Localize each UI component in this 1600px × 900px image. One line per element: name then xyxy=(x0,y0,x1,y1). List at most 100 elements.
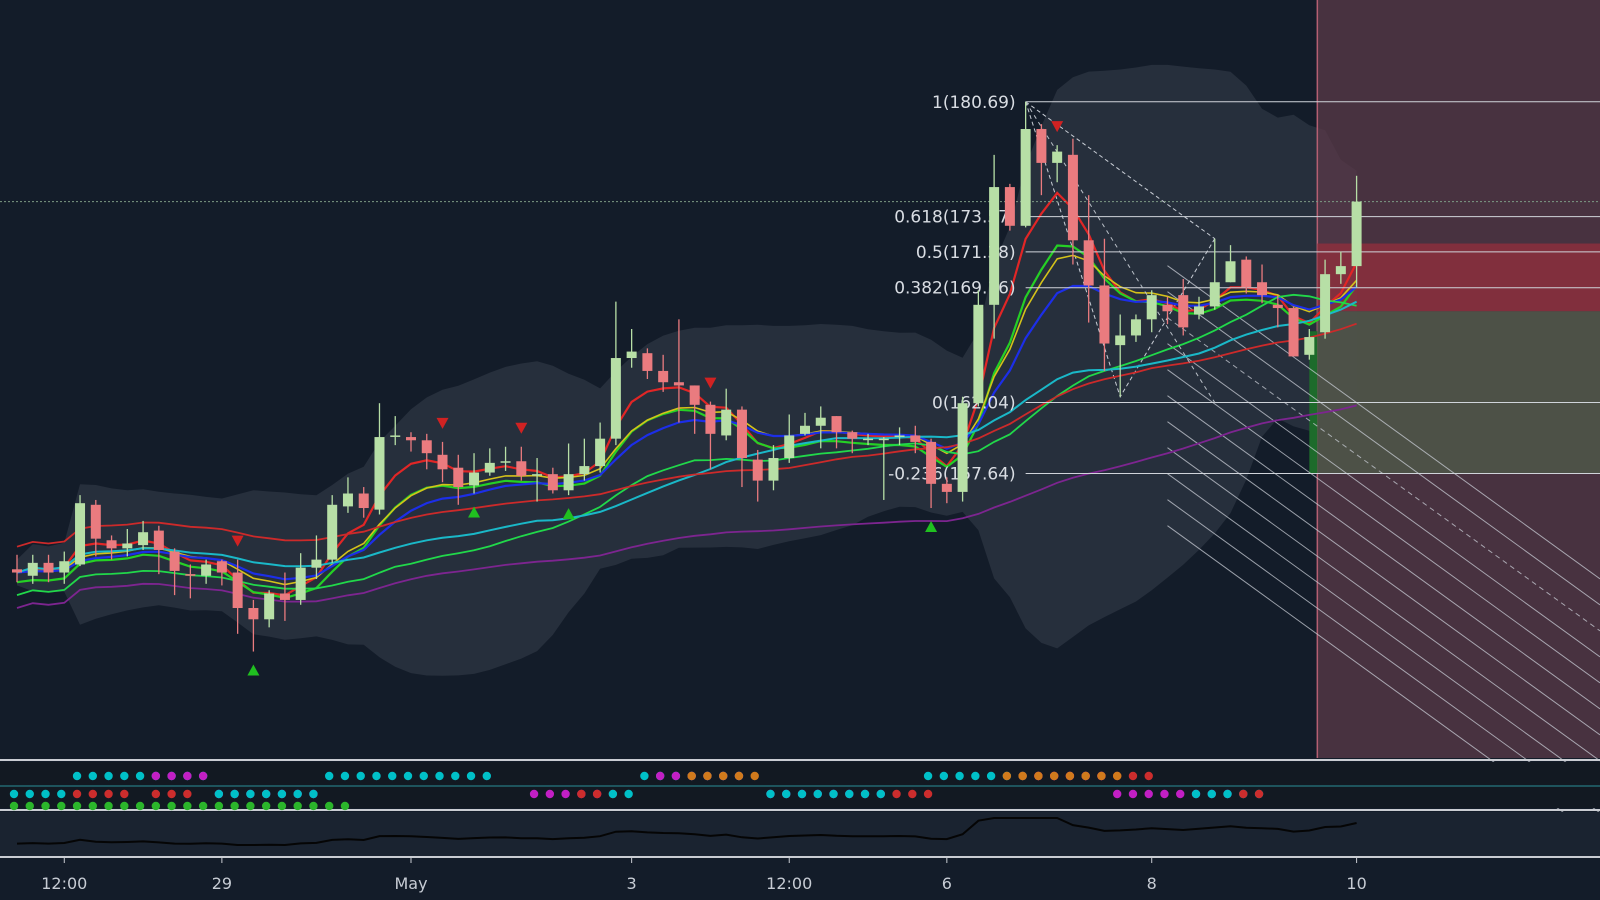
candle xyxy=(12,554,22,583)
candle xyxy=(500,446,511,471)
candle-body xyxy=(800,425,810,434)
candle-body xyxy=(736,409,747,459)
indicator-dot xyxy=(529,789,539,799)
indicator-dot xyxy=(1128,771,1138,781)
fib-level-label: 0(162.04) xyxy=(932,394,1016,414)
candle xyxy=(1257,264,1268,304)
candle-body xyxy=(752,459,763,481)
candle-body xyxy=(1067,154,1078,241)
candle-body xyxy=(1083,240,1094,286)
indicator-dot xyxy=(719,771,728,781)
dots-pane-background xyxy=(0,762,1600,808)
indicator-dot xyxy=(908,789,917,799)
candle-body xyxy=(863,438,874,441)
time-tick-label: 8 xyxy=(1147,874,1157,893)
indicator-dot xyxy=(624,789,633,799)
candle xyxy=(579,438,590,481)
pitchfork-line xyxy=(1167,395,1600,710)
indicator-dot xyxy=(687,771,696,781)
candle-body xyxy=(610,358,621,439)
candle xyxy=(563,443,574,496)
candle xyxy=(1320,259,1331,339)
candle xyxy=(878,437,889,500)
indicator-dot xyxy=(309,801,318,811)
candle-body xyxy=(106,540,117,549)
candle xyxy=(736,406,747,488)
candle-body xyxy=(1146,295,1157,320)
candle xyxy=(784,414,795,463)
time-tick-label: 10 xyxy=(1346,874,1366,893)
fibonacci-retracement[interactable]: 1(180.69) 0.618(173.57) 0.5(171.38) 0.382(1… xyxy=(0,93,1600,485)
candle xyxy=(1162,296,1173,325)
candle xyxy=(847,430,858,454)
candle-body xyxy=(721,409,732,436)
candle-body xyxy=(216,561,227,573)
candle-body xyxy=(1036,129,1047,163)
candle xyxy=(484,448,495,476)
candle-body xyxy=(1162,304,1173,312)
fib-level-label: 0.5(171.38) xyxy=(916,243,1016,263)
indicator-dot xyxy=(703,771,712,781)
indicator-dot xyxy=(592,789,602,799)
candle-body xyxy=(973,304,984,404)
candle xyxy=(75,495,86,567)
candle xyxy=(815,406,826,449)
candle xyxy=(311,535,322,579)
candle-body xyxy=(406,437,416,441)
candle-body xyxy=(1020,129,1031,226)
fib-level-label: 1(180.69) xyxy=(932,93,1016,113)
indicator-dot xyxy=(640,771,649,781)
candle xyxy=(342,477,353,513)
indicator-dot xyxy=(340,771,350,781)
candle xyxy=(279,572,290,621)
indicator-dot xyxy=(135,771,145,781)
indicator-dot xyxy=(167,771,176,781)
candle-body xyxy=(910,435,921,442)
indicator-dot xyxy=(309,789,318,799)
indicator-dot xyxy=(57,789,66,799)
indicator-dot xyxy=(482,771,491,781)
indicator-dot xyxy=(829,789,838,799)
indicator-panes xyxy=(0,759,1600,858)
indicator-dot xyxy=(923,771,933,781)
candle-body xyxy=(989,187,1000,305)
sell-signal-arrow xyxy=(704,377,717,389)
buy-signal-arrow xyxy=(925,521,938,533)
indicator-dot xyxy=(120,801,129,811)
indicator-dot xyxy=(845,789,854,799)
candle xyxy=(863,433,874,446)
candle xyxy=(437,441,448,483)
indicator-dot xyxy=(1223,789,1232,799)
indicator-dot xyxy=(230,801,239,811)
indicator-dot xyxy=(356,771,365,781)
indicator-dot xyxy=(151,789,161,799)
indicator-dot xyxy=(1034,771,1043,781)
candle xyxy=(1004,183,1015,231)
candle xyxy=(642,348,653,379)
indicator-dot xyxy=(1254,789,1264,799)
candle-body xyxy=(689,385,700,405)
indicator-dot xyxy=(293,801,302,811)
indicator-dot xyxy=(372,771,381,781)
candle-body xyxy=(1351,201,1362,267)
candle-body xyxy=(500,461,511,463)
candle-body xyxy=(12,569,22,573)
indicator-dot xyxy=(183,801,192,811)
candle xyxy=(374,403,385,515)
buy-signal-arrow xyxy=(468,506,481,518)
candle-body xyxy=(1335,266,1346,275)
candle-body xyxy=(532,474,543,476)
risk-reward-tool[interactable] xyxy=(1309,0,1600,758)
candle xyxy=(390,416,401,446)
candle xyxy=(216,559,227,586)
candle-body xyxy=(941,483,952,492)
candle-body xyxy=(1304,337,1315,355)
candle xyxy=(469,453,480,494)
candle xyxy=(59,551,70,584)
indicator-dot xyxy=(545,789,555,799)
indicator-dot xyxy=(813,789,822,799)
ma-line xyxy=(16,300,1358,574)
candle-body xyxy=(75,503,86,565)
candle xyxy=(532,458,543,502)
